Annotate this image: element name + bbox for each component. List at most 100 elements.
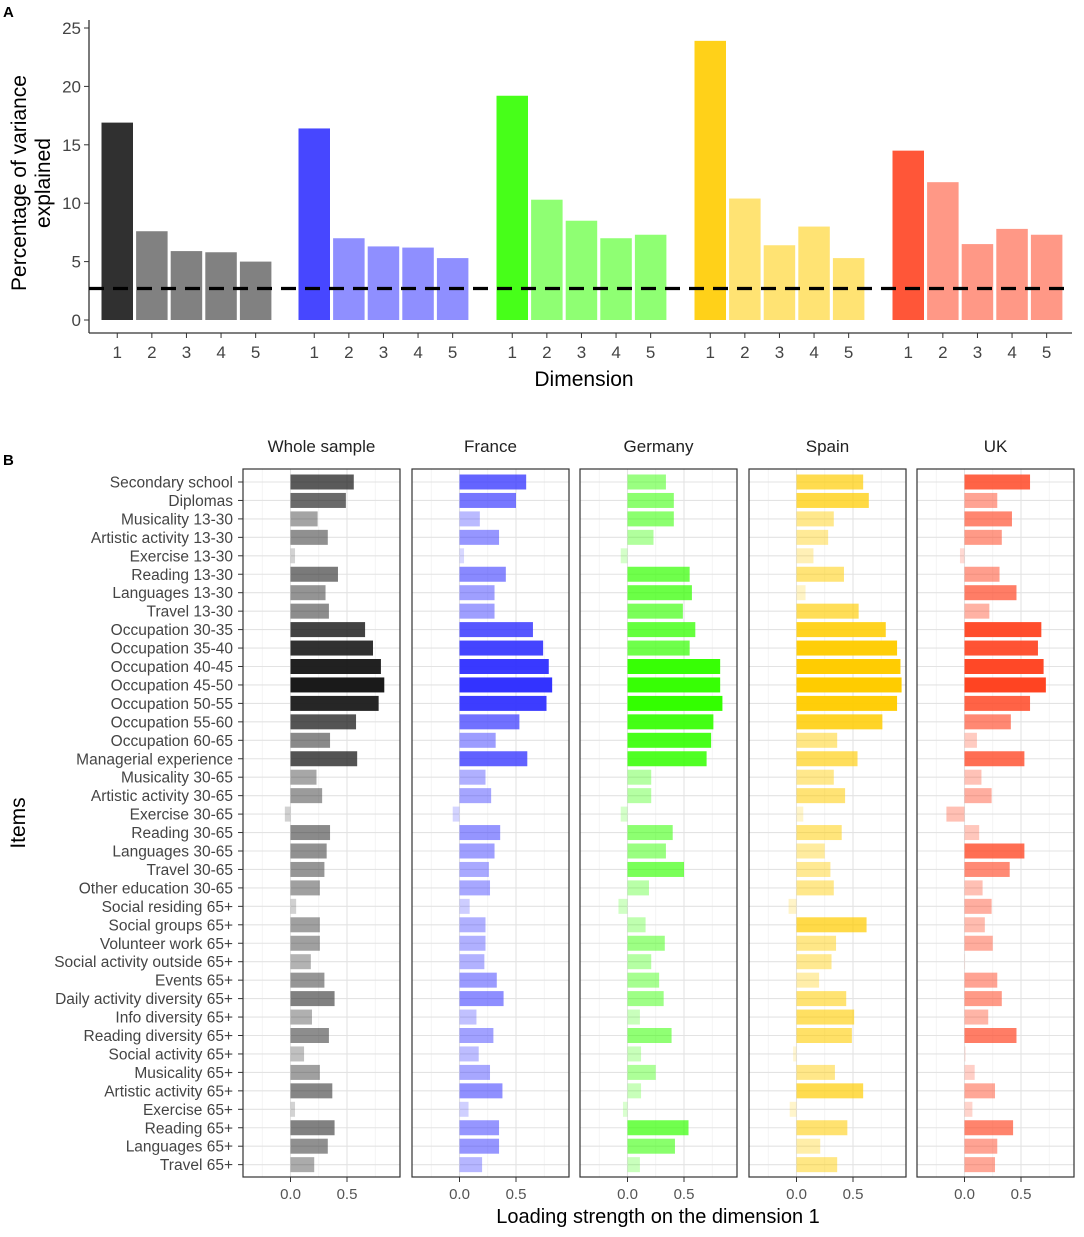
bar-germany-reading-diversity-65 <box>627 1028 672 1043</box>
bar-uk-occupation-50-55 <box>964 695 1031 711</box>
bar-germany-occupation-30-35 <box>627 622 696 638</box>
bar-uk-exercise-65 <box>964 1101 973 1117</box>
facet-germany: 0.0 0.5 <box>579 468 738 1203</box>
bar-uk-musicality-13-30 <box>964 511 1012 527</box>
facet-title-spain: Spain <box>806 437 849 456</box>
bar-spain-social-activity-65 <box>793 1046 797 1062</box>
item-label-other-education-30-65: Other education 30-65 <box>79 880 233 897</box>
bar-whole-sample-social-activity-65 <box>290 1046 305 1062</box>
bar-uk-diplomas <box>964 492 998 508</box>
bar-germany-secondary-school <box>627 474 666 490</box>
bar-whole-sample-travel-30-65 <box>290 861 325 877</box>
bar-germany-other-education-30-65 <box>627 880 649 896</box>
item-label-languages-13-30: Languages 13-30 <box>112 585 233 602</box>
x-tick-label: 4 <box>413 343 422 362</box>
bar-uk-managerial-experience <box>964 751 1025 767</box>
bar-uk-volunteer-work-65 <box>964 935 993 951</box>
bar-whole-sample-languages-13-30 <box>290 585 326 601</box>
bar-spain-musicality-13-30 <box>796 511 834 527</box>
x-tick-label: 0.5 <box>843 1186 864 1203</box>
x-tick-label: 3 <box>973 343 982 362</box>
bar-france-travel-65 <box>459 1157 483 1173</box>
bar-germany-occupation-45-50 <box>627 677 721 693</box>
bar-france-occupation-60-65 <box>459 732 496 748</box>
item-label-social-activity-outside-65: Social activity outside 65+ <box>54 954 233 971</box>
bar-france-diplomas <box>459 492 516 508</box>
item-label-artistic-activity-30-65: Artistic activity 30-65 <box>91 788 233 805</box>
bar-uk-dim-2 <box>927 182 959 320</box>
bar-uk-reading-65 <box>964 1120 1014 1136</box>
bar-spain-occupation-45-50 <box>796 677 902 693</box>
bar-france-travel-13-30 <box>459 603 495 619</box>
bar-france-travel-30-65 <box>459 861 489 877</box>
bar-france-reading-65 <box>459 1120 500 1136</box>
bar-france-artistic-activity-30-65 <box>459 788 492 804</box>
bar-spain-dim-2 <box>729 198 761 320</box>
bar-france-info-diversity-65 <box>459 1009 477 1025</box>
facet-border <box>411 468 570 1178</box>
bar-germany-reading-13-30 <box>627 566 690 582</box>
bar-spain-occupation-40-45 <box>796 659 901 674</box>
bar-uk-occupation-30-35 <box>964 622 1042 638</box>
facet-uk: 0.0 0.5 <box>916 468 1075 1203</box>
x-tick-label: 0.0 <box>280 1186 301 1203</box>
bar-whole-sample-dim-3 <box>170 251 203 320</box>
bar-spain-other-education-30-65 <box>796 880 834 896</box>
bar-whole-sample-exercise-30-65 <box>284 806 291 822</box>
bar-france-dim-1 <box>298 128 330 320</box>
bar-uk-occupation-60-65 <box>964 732 977 748</box>
bar-spain-reading-65 <box>796 1120 848 1136</box>
bar-france-occupation-30-35 <box>459 622 533 638</box>
bar-france-languages-13-30 <box>459 585 495 601</box>
bar-spain-social-residing-65 <box>788 898 797 914</box>
bar-france-musicality-30-65 <box>459 769 486 785</box>
bar-whole-sample-travel-65 <box>290 1157 315 1173</box>
bar-france-daily-activity-diversity-65 <box>459 991 504 1007</box>
x-tick-label: 4 <box>216 343 225 362</box>
x-axis-label: Dimension <box>534 368 633 391</box>
bar-whole-sample-reading-65 <box>290 1120 335 1136</box>
bar-uk-languages-65 <box>964 1138 998 1154</box>
facet-spain: 0.0 0.5 <box>748 468 907 1203</box>
bar-whole-sample-travel-13-30 <box>290 603 329 619</box>
item-label-languages-30-65: Languages 30-65 <box>112 844 233 861</box>
bar-whole-sample-exercise-65 <box>290 1101 296 1117</box>
bar-germany-occupation-50-55 <box>627 695 723 711</box>
x-tick-label: 1 <box>113 343 122 362</box>
x-tick-label: 0.5 <box>337 1186 358 1203</box>
x-tick-label: 1 <box>706 343 715 362</box>
bar-uk-travel-30-65 <box>964 861 1010 877</box>
bar-germany-dim-2 <box>531 199 563 320</box>
bar-uk-musicality-30-65 <box>964 769 982 785</box>
bar-whole-sample-occupation-45-50 <box>290 677 385 693</box>
bar-spain-exercise-30-65 <box>796 806 804 822</box>
x-tick-label: 0.5 <box>674 1186 695 1203</box>
bar-france-social-activity-65 <box>459 1046 479 1062</box>
bar-whole-sample-languages-65 <box>290 1138 328 1154</box>
x-tick-label: 0.0 <box>786 1186 807 1203</box>
bar-france-occupation-45-50 <box>459 677 553 693</box>
item-label-musicality-30-65: Musicality 30-65 <box>121 770 233 787</box>
item-label-secondary-school: Secondary school <box>110 475 233 492</box>
bar-spain-artistic-activity-30-65 <box>796 788 846 804</box>
item-label-exercise-65: Exercise 65+ <box>143 1102 233 1119</box>
bar-germany-reading-30-65 <box>627 825 673 841</box>
x-tick-label: 0.5 <box>1011 1186 1032 1203</box>
bar-uk-exercise-13-30 <box>959 548 965 564</box>
item-label-reading-65: Reading 65+ <box>145 1120 233 1137</box>
panel-label-a: A <box>3 4 14 21</box>
item-label-reading-diversity-65: Reading diversity 65+ <box>84 1028 234 1045</box>
facet-border <box>748 468 907 1178</box>
bar-whole-sample-social-residing-65 <box>290 898 297 914</box>
bar-germany-musicality-30-65 <box>627 769 652 785</box>
bar-germany-languages-65 <box>627 1138 675 1154</box>
bar-germany-occupation-55-60 <box>627 714 714 730</box>
bar-france-exercise-13-30 <box>459 548 465 564</box>
bar-spain-daily-activity-diversity-65 <box>796 991 847 1007</box>
x-tick-label: 5 <box>1042 343 1051 362</box>
bar-uk-reading-30-65 <box>964 825 980 841</box>
item-label-social-activity-65: Social activity 65+ <box>109 1046 234 1063</box>
bar-spain-info-diversity-65 <box>796 1009 855 1025</box>
bar-whole-sample-info-diversity-65 <box>290 1009 312 1025</box>
bar-uk-social-residing-65 <box>964 898 992 914</box>
